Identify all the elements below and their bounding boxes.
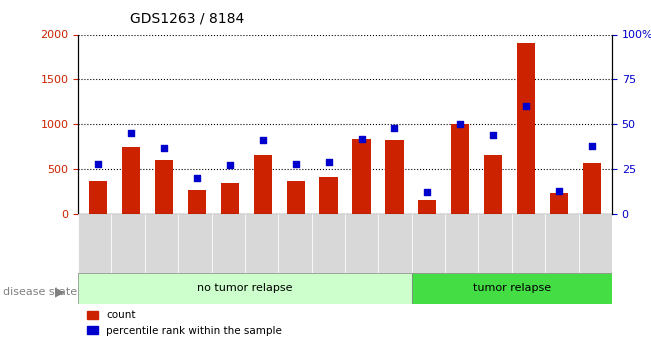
Legend: count, percentile rank within the sample: count, percentile rank within the sample — [83, 306, 286, 340]
Point — [290, 161, 301, 166]
Bar — [484, 155, 503, 214]
Point — [455, 121, 465, 127]
Bar — [286, 181, 305, 214]
Bar — [89, 181, 107, 214]
Bar — [122, 147, 140, 214]
Bar — [78, 214, 111, 273]
Bar — [145, 214, 178, 273]
Bar — [579, 214, 612, 273]
Text: GDS1263 / 8184: GDS1263 / 8184 — [130, 11, 244, 26]
Bar — [345, 214, 378, 273]
Point — [587, 143, 598, 148]
Bar — [312, 214, 345, 273]
Bar — [221, 184, 239, 214]
Bar — [517, 43, 535, 214]
Point — [92, 161, 103, 166]
Bar — [385, 140, 404, 214]
Point — [225, 163, 235, 168]
Text: disease state: disease state — [3, 287, 77, 296]
Bar — [550, 193, 568, 214]
Text: ▶: ▶ — [55, 285, 65, 298]
Bar — [478, 214, 512, 273]
Bar — [512, 214, 545, 273]
Bar — [78, 273, 411, 304]
Point — [488, 132, 499, 138]
Point — [521, 104, 531, 109]
Bar — [254, 155, 271, 214]
Point — [554, 188, 564, 193]
Bar — [187, 190, 206, 214]
Bar — [445, 214, 478, 273]
Point — [389, 125, 400, 130]
Bar — [212, 214, 245, 273]
Bar — [155, 160, 173, 214]
Point — [126, 130, 136, 136]
Bar — [352, 139, 370, 214]
Bar — [411, 273, 612, 304]
Text: tumor relapse: tumor relapse — [473, 283, 551, 293]
Bar — [583, 163, 602, 214]
Point — [422, 190, 433, 195]
Text: no tumor relapse: no tumor relapse — [197, 283, 293, 293]
Point — [257, 138, 268, 143]
Bar — [111, 214, 145, 273]
Point — [191, 175, 202, 181]
Point — [324, 159, 334, 165]
Point — [356, 136, 367, 141]
Bar — [451, 124, 469, 214]
Bar — [378, 214, 411, 273]
Bar — [278, 214, 312, 273]
Bar — [419, 200, 436, 214]
Bar — [320, 177, 338, 214]
Point — [159, 145, 169, 150]
Bar — [245, 214, 278, 273]
Bar — [545, 214, 579, 273]
Bar — [178, 214, 212, 273]
Bar — [411, 214, 445, 273]
